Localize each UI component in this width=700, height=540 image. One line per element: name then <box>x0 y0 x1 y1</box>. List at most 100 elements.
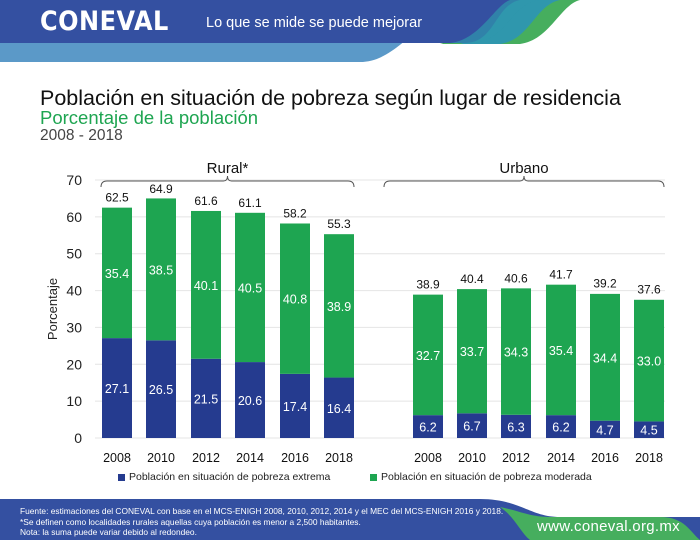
x-tick-label: 2016 <box>281 451 309 465</box>
data-label-moderate: 35.4 <box>549 344 573 358</box>
data-label-total: 39.2 <box>593 277 617 291</box>
bar-moderate <box>457 289 487 414</box>
data-label-moderate: 35.4 <box>105 267 129 281</box>
legend-item-extreme: Población en situación de pobreza extrem… <box>118 471 330 483</box>
group-brace <box>100 175 355 188</box>
data-label-total: 37.6 <box>637 282 661 296</box>
legend-item-moderate: Población en situación de pobreza modera… <box>370 471 592 483</box>
bar-moderate <box>191 210 221 359</box>
y-tick-label: 20 <box>66 356 82 372</box>
x-tick-label: 2014 <box>547 451 575 465</box>
legend-label-extreme: Población en situación de pobreza extrem… <box>129 471 331 483</box>
tagline: Lo que se mide se puede mejorar <box>206 15 423 31</box>
data-label-extreme: 4.5 <box>640 424 657 438</box>
bar-extreme <box>102 338 132 438</box>
header-banner: CONEVAL Lo que se mide se puede mejorar <box>0 0 700 65</box>
data-label-total: 40.6 <box>504 271 528 285</box>
x-tick-label: 2018 <box>635 451 663 465</box>
bar-extreme <box>146 340 176 438</box>
data-label-extreme: 27.1 <box>105 382 129 396</box>
bar-extreme <box>235 362 265 438</box>
data-label-extreme: 17.4 <box>283 400 307 414</box>
legend-label-moderate: Población en situación de pobreza modera… <box>381 471 592 483</box>
bar-extreme <box>457 413 487 438</box>
data-label-extreme: 20.6 <box>238 394 262 408</box>
data-label-extreme: 26.5 <box>149 383 173 397</box>
x-tick-label: 2008 <box>103 451 131 465</box>
bar-extreme <box>546 415 576 438</box>
y-tick-label: 10 <box>66 393 82 409</box>
data-label-total: 58.2 <box>283 206 307 220</box>
bar-extreme <box>634 421 664 438</box>
data-label-moderate: 38.5 <box>149 263 173 277</box>
footer-banner: Fuente: estimaciones del CONEVAL con bas… <box>0 497 700 540</box>
footer-wave-graphic <box>0 499 700 540</box>
bar-moderate <box>546 284 576 416</box>
y-tick-label: 70 <box>66 172 82 188</box>
legend-swatch-extreme <box>118 473 125 481</box>
bar-moderate <box>634 299 664 422</box>
group-label: Urbano <box>499 160 548 177</box>
group-label: Rural* <box>207 160 249 177</box>
data-label-total: 55.3 <box>327 217 351 231</box>
data-label-moderate: 33.7 <box>460 345 484 359</box>
x-tick-label: 2014 <box>236 451 264 465</box>
group-brace <box>383 175 665 188</box>
bar-moderate <box>324 234 354 378</box>
source-note: Fuente: estimaciones del CONEVAL con bas… <box>20 506 504 516</box>
bar-extreme <box>501 414 531 438</box>
data-label-extreme: 6.2 <box>419 421 436 435</box>
data-label-moderate: 40.5 <box>238 281 262 295</box>
data-label-moderate: 40.1 <box>194 279 218 293</box>
data-label-moderate: 40.8 <box>283 293 307 307</box>
bar-moderate <box>102 207 132 339</box>
bar-moderate <box>235 212 265 363</box>
data-label-extreme: 4.7 <box>596 423 613 437</box>
y-axis-label: Porcentaje <box>45 278 60 340</box>
y-tick-label: 50 <box>66 246 82 262</box>
data-label-moderate: 38.9 <box>327 300 351 314</box>
footer-notes: Fuente: estimaciones del CONEVAL con bas… <box>20 506 503 538</box>
bar-extreme <box>280 373 310 438</box>
y-tick-label: 60 <box>66 209 82 225</box>
data-label-total: 40.4 <box>460 272 484 286</box>
bar-extreme <box>191 358 221 438</box>
x-tick-label: 2008 <box>414 451 442 465</box>
chart-subtitle: Porcentaje de la población <box>40 107 259 128</box>
rounding-note: Nota: la suma puede variar debido al red… <box>20 527 197 537</box>
bar-extreme <box>324 377 354 438</box>
y-tick-label: 30 <box>66 319 82 335</box>
data-label-total: 41.7 <box>549 267 573 281</box>
data-label-total: 62.5 <box>105 191 129 205</box>
data-label-extreme: 6.2 <box>552 421 569 435</box>
coneval-logo[interactable]: CONEVAL <box>40 5 169 37</box>
y-tick-label: 0 <box>74 430 82 446</box>
data-label-extreme: 6.3 <box>507 420 524 434</box>
data-label-total: 61.1 <box>238 196 262 210</box>
bar-moderate <box>146 198 176 341</box>
chart-period: 2008 - 2018 <box>40 127 123 144</box>
stacked-bar-chart: 0 10 20 30 40 50 60 70 Porcentaje Rural* 27.1 35.4 6… <box>45 160 665 465</box>
data-label-extreme: 21.5 <box>194 392 218 406</box>
bar-moderate <box>280 223 310 374</box>
chart-title: Población en situación de pobreza según … <box>40 86 621 110</box>
bar-extreme <box>413 415 443 438</box>
x-tick-label: 2016 <box>591 451 619 465</box>
header-wave-graphic <box>0 0 580 62</box>
x-tick-label: 2010 <box>147 451 175 465</box>
x-tick-label: 2010 <box>458 451 486 465</box>
data-label-moderate: 33.0 <box>637 355 661 369</box>
bar-moderate <box>413 294 443 416</box>
legend-swatch-moderate <box>370 473 377 481</box>
data-label-extreme: 16.4 <box>327 402 351 416</box>
y-tick-label: 40 <box>66 283 82 299</box>
website-link[interactable]: www.coneval.org.mx <box>537 518 680 535</box>
x-tick-label: 2012 <box>192 451 220 465</box>
x-tick-label: 2018 <box>325 451 353 465</box>
x-tick-label: 2012 <box>502 451 530 465</box>
bar-moderate <box>590 293 620 421</box>
data-label-moderate: 34.3 <box>504 346 528 360</box>
data-label-total: 38.9 <box>416 278 440 292</box>
bar-extreme <box>590 420 620 438</box>
rural-definition-note: *Se definen como localidades rurales aqu… <box>20 516 361 527</box>
